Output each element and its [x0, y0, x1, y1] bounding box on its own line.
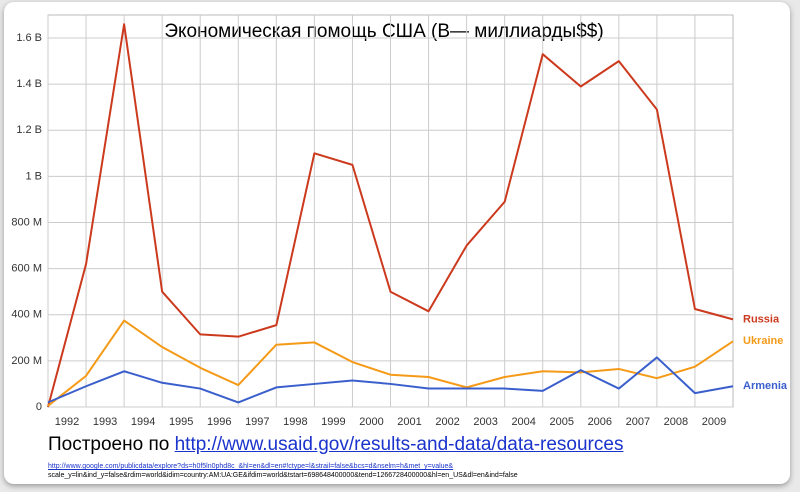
- legend-label: Ukraine: [743, 335, 783, 347]
- x-tick-label: 2000: [359, 416, 383, 428]
- series-line: [47, 319, 734, 407]
- series-line: [47, 356, 734, 404]
- footer-link[interactable]: http://www.usaid.gov/results-and-data/da…: [174, 434, 624, 455]
- legend-label: Armenia: [743, 380, 788, 392]
- y-tick-label: 1.6 B: [16, 32, 42, 44]
- y-tick-label: 1.4 B: [16, 78, 42, 90]
- slide: Экономическая помощь США (В— миллиарды$$…: [4, 2, 790, 484]
- x-tick-label: 2009: [702, 416, 726, 428]
- y-tick-label: 0: [36, 401, 42, 413]
- y-tick-label: 600 M: [11, 263, 42, 275]
- x-tick-label: 2003: [473, 416, 497, 428]
- y-tick-label: 1.2 B: [16, 124, 42, 136]
- x-tick-label: 2004: [511, 416, 535, 428]
- x-tick-label: 1998: [283, 416, 307, 428]
- y-tick-label: 1 B: [25, 170, 42, 182]
- chart-title: Экономическая помощь США (В— миллиарды$$…: [164, 21, 603, 42]
- x-tick-label: 2002: [435, 416, 459, 428]
- y-tick-label: 800 M: [11, 216, 42, 228]
- x-tick-label: 1992: [55, 416, 79, 428]
- x-tick-label: 1996: [207, 416, 231, 428]
- chart: Экономическая помощь США (В— миллиарды$$…: [11, 14, 788, 428]
- footer-prefix: Построено по: [48, 434, 175, 455]
- footer-line: Построено по http://www.usaid.gov/result…: [48, 434, 623, 456]
- x-tick-label: 2005: [550, 416, 574, 428]
- source-rest: scale_y=lin&ind_y=false&rdim=world&idim=…: [48, 472, 518, 479]
- x-tick-label: 1994: [131, 416, 155, 428]
- x-tick-label: 1993: [93, 416, 117, 428]
- x-tick-label: 2001: [397, 416, 421, 428]
- x-tick-label: 1999: [321, 416, 345, 428]
- y-tick-label: 200 M: [11, 355, 42, 367]
- footer-source: http://www.google.com/publicdata/explore…: [48, 462, 518, 480]
- x-tick-label: 1997: [245, 416, 269, 428]
- x-tick-label: 2008: [664, 416, 688, 428]
- y-tick-label: 400 M: [11, 309, 42, 321]
- legend-label: Russia: [743, 313, 780, 325]
- x-tick-label: 2006: [588, 416, 612, 428]
- x-tick-label: 1995: [169, 416, 193, 428]
- series-line: [47, 23, 734, 408]
- source-link[interactable]: http://www.google.com/publicdata/explore…: [48, 463, 454, 470]
- x-tick-label: 2007: [626, 416, 650, 428]
